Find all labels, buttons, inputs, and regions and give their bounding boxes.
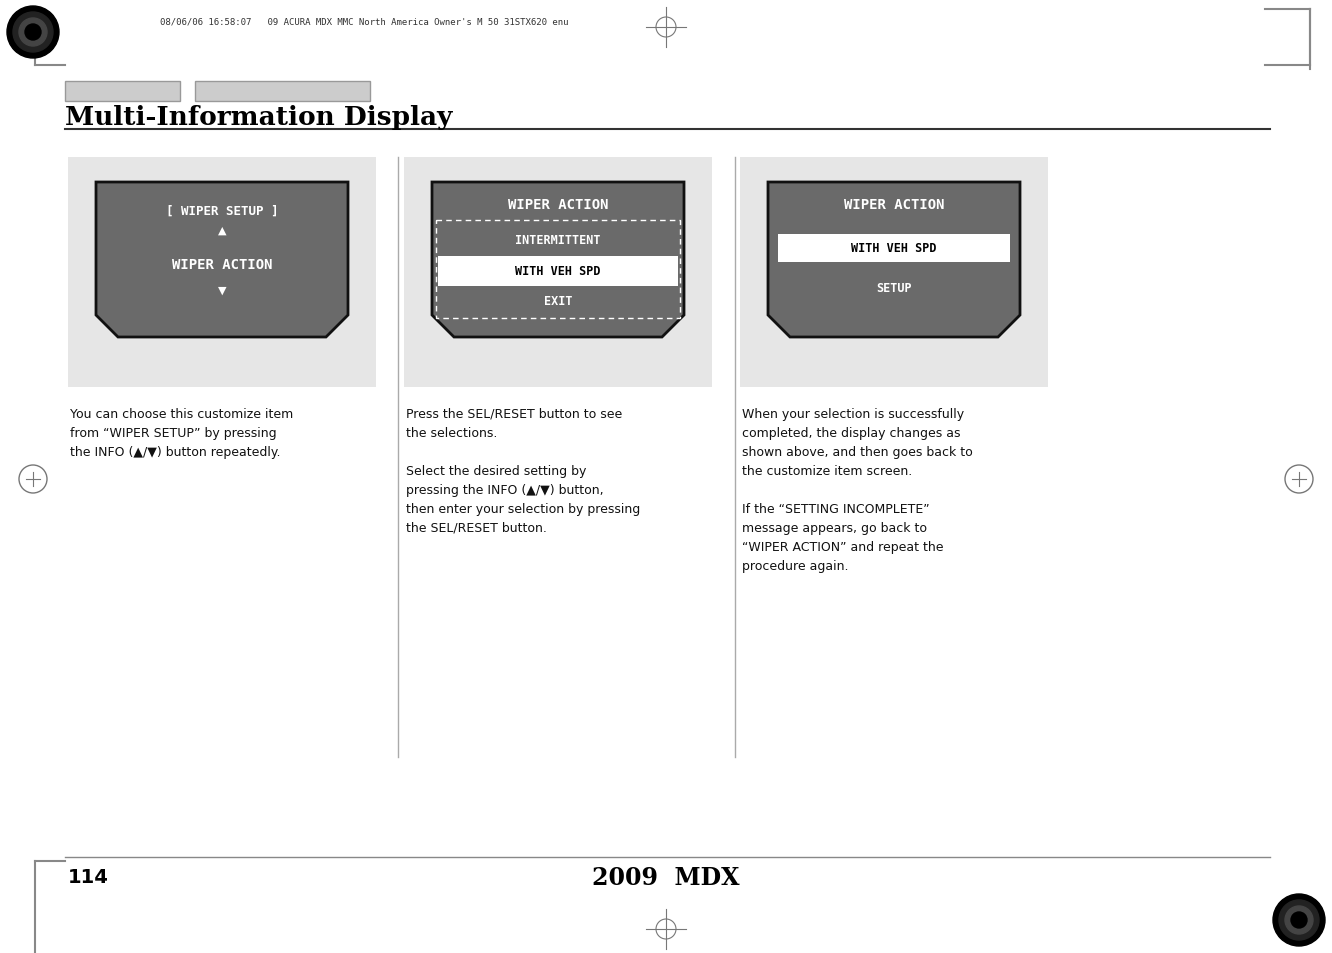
Text: EXIT: EXIT [543, 295, 573, 308]
Text: When your selection is successfully
completed, the display changes as
shown abov: When your selection is successfully comp… [742, 408, 972, 573]
Bar [438, 256, 678, 287]
Polygon shape [96, 183, 348, 337]
Bar [404, 158, 713, 388]
Circle shape [1285, 906, 1313, 934]
Text: 08/06/06 16:58:07   09 ACURA MDX MMC North America Owner's M 50 31STX620 enu: 08/06/06 16:58:07 09 ACURA MDX MMC North… [160, 17, 569, 27]
Bar [741, 158, 1048, 388]
Circle shape [1291, 912, 1307, 928]
Circle shape [7, 7, 59, 59]
Text: WIPER ACTION: WIPER ACTION [172, 257, 272, 272]
Circle shape [19, 19, 47, 47]
Bar [778, 234, 1010, 263]
Text: You can choose this customize item
from “WIPER SETUP” by pressing
the INFO (▲/▼): You can choose this customize item from … [71, 408, 293, 458]
Circle shape [1273, 894, 1325, 946]
Text: ▲: ▲ [217, 226, 226, 235]
Bar [65, 82, 180, 102]
Text: WIPER ACTION: WIPER ACTION [843, 198, 944, 212]
Text: 114: 114 [68, 867, 109, 886]
Text: Multi-Information Display: Multi-Information Display [65, 106, 453, 131]
Circle shape [1279, 900, 1319, 940]
Polygon shape [432, 183, 685, 337]
Text: SETUP: SETUP [876, 282, 912, 295]
Circle shape [25, 25, 41, 41]
Bar [68, 158, 376, 388]
Text: WITH VEH SPD: WITH VEH SPD [851, 242, 936, 255]
Text: Press the SEL/RESET button to see
the selections.

Select the desired setting by: Press the SEL/RESET button to see the se… [406, 408, 641, 535]
Text: 2009  MDX: 2009 MDX [593, 865, 739, 889]
Circle shape [13, 13, 53, 53]
Bar [436, 221, 681, 318]
Text: ▼: ▼ [217, 286, 226, 295]
Text: WIPER ACTION: WIPER ACTION [507, 198, 609, 212]
Text: [ WIPER SETUP ]: [ WIPER SETUP ] [165, 204, 278, 217]
Bar [194, 82, 370, 102]
Polygon shape [769, 183, 1020, 337]
Text: INTERMITTENT: INTERMITTENT [515, 233, 601, 246]
Text: WITH VEH SPD: WITH VEH SPD [515, 265, 601, 278]
